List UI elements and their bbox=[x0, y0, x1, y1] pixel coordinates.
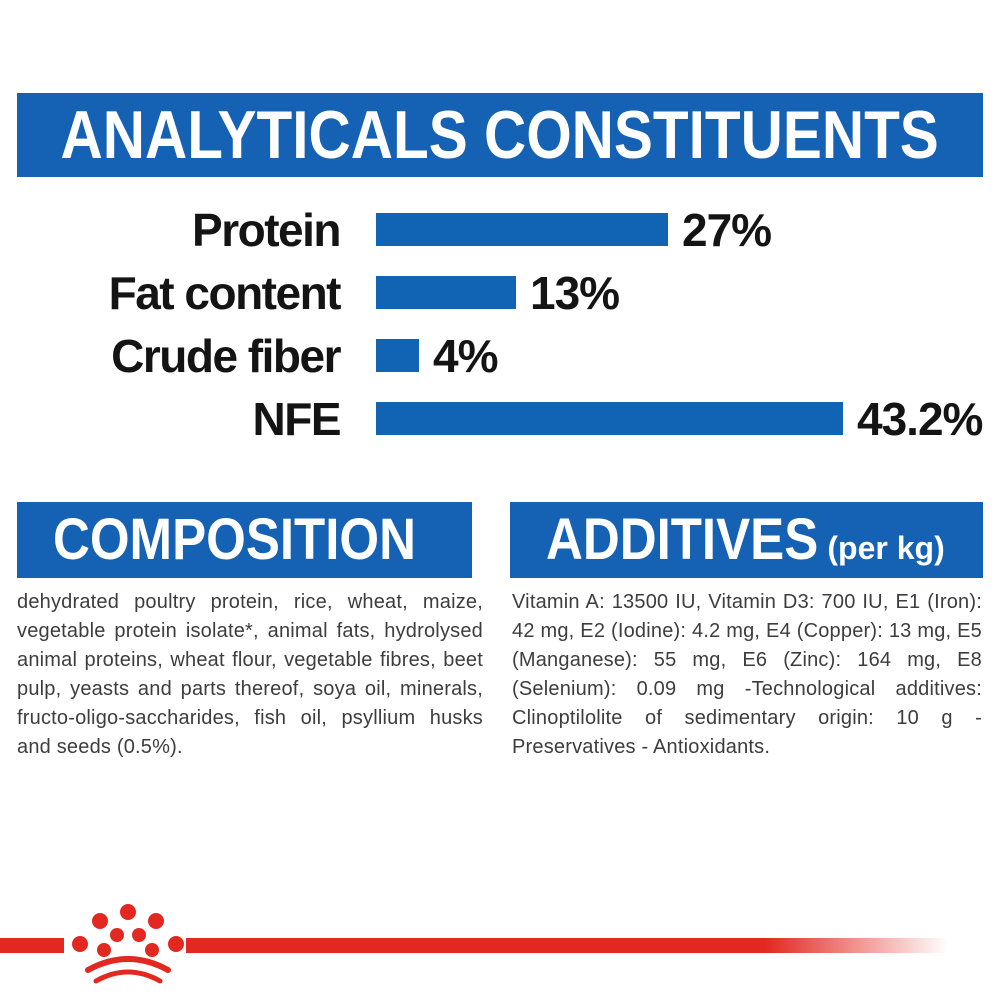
chart-category-label: NFE bbox=[252, 392, 342, 445]
chart-row: Crude fiber 4% bbox=[0, 324, 1000, 387]
chart-bar bbox=[376, 213, 668, 246]
chart-value-label: 43.2% bbox=[857, 392, 983, 445]
chart-category-label: Fat content bbox=[108, 266, 342, 319]
analyticals-constituents-banner: ANALYTICALS CONSTITUENTS bbox=[17, 93, 983, 177]
composition-title: COMPOSITION bbox=[53, 507, 416, 572]
chart-row: NFE 43.2% bbox=[0, 387, 1000, 450]
chart-bar bbox=[376, 339, 419, 372]
chart-value-label: 13% bbox=[530, 266, 620, 319]
chart-category-label: Crude fiber bbox=[111, 329, 341, 382]
chart-row: Fat content 13% bbox=[0, 261, 1000, 324]
chart-category-label: Protein bbox=[192, 203, 341, 256]
chart-value-label: 27% bbox=[682, 203, 772, 256]
additives-header-banner: ADDITIVES (per kg) bbox=[510, 502, 983, 578]
chart-bar bbox=[376, 402, 843, 435]
brand-divider-line-left bbox=[0, 938, 64, 953]
composition-body-text: dehydrated poultry protein, rice, wheat,… bbox=[17, 591, 483, 758]
analytical-constituents-bar-chart: Protein 27% Fat content 13% Crude fiber … bbox=[0, 198, 1000, 450]
chart-row: Protein 27% bbox=[0, 198, 1000, 261]
chart-value-label: 4% bbox=[433, 329, 498, 382]
additives-title: ADDITIVES bbox=[546, 507, 819, 572]
royal-canin-crown-logo-icon bbox=[72, 904, 184, 984]
banner-title: ANALYTICALS CONSTITUENTS bbox=[60, 97, 940, 173]
chart-bar bbox=[376, 276, 516, 309]
brand-divider-line-right bbox=[186, 938, 948, 953]
additives-per-kg-label: (per kg) bbox=[827, 530, 945, 566]
additives-body-text: Vitamin A: 13500 IU, Vitamin D3: 700 IU,… bbox=[512, 591, 982, 758]
composition-header-banner: COMPOSITION bbox=[17, 502, 472, 578]
